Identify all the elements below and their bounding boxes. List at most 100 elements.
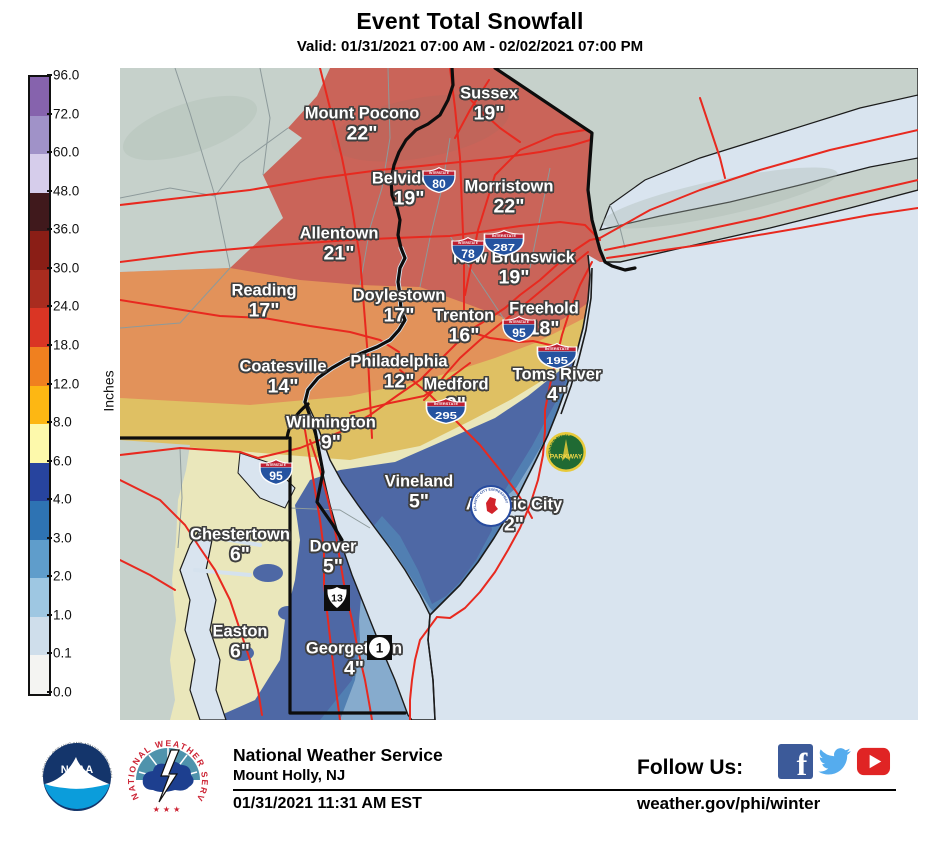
legend-tick-12.0: 12.0 (53, 376, 80, 391)
legend-tick-8.0: 8.0 (53, 414, 72, 430)
svg-text:f: f (797, 746, 808, 779)
legend-tickmark (47, 498, 52, 501)
region-pennsylvania-nw (120, 68, 330, 272)
long-island-sound (599, 94, 918, 231)
footer-agency: National Weather Service (233, 745, 443, 765)
legend-band-8.0 (30, 385, 49, 425)
city-label-reading: Reading 17" (231, 282, 296, 322)
snowfall-amount: 6" (229, 640, 251, 663)
legend-band-3.0 (30, 501, 49, 540)
snowfall-amount: 22" (346, 122, 378, 145)
legend-tickmark (47, 691, 52, 693)
svg-text:95: 95 (512, 326, 526, 340)
city-label-easton: Easton 6" (212, 623, 267, 663)
snowfall-amount: 19" (393, 187, 425, 210)
city-name: Toms River (512, 365, 602, 384)
snowfall-amount: 22" (493, 195, 525, 218)
legend-tickmark (47, 459, 52, 462)
facebook-icon[interactable]: f (778, 744, 813, 779)
legend-tick-0.0: 0.0 (53, 684, 72, 700)
snowfall-amount: 18" (528, 317, 560, 340)
city-name: Dover (309, 537, 357, 556)
legend-tickmark (47, 74, 52, 76)
legend-band-0.0 (30, 655, 49, 694)
snowfall-map: Sussex 19" Mount Pocono 22" Belvidere 19" Morr… (120, 68, 918, 720)
snowfall-amount: 16" (448, 324, 480, 347)
footer-office: Mount Holly, NJ (233, 767, 346, 784)
legend-tickmark (47, 189, 52, 192)
legend-tickmark (47, 343, 52, 346)
svg-text:295: 295 (435, 409, 457, 421)
snowfall-amount: 4" (343, 657, 365, 680)
footer-divider (233, 789, 896, 791)
map-labels: Sussex 19" Mount Pocono 22" Belvidere 19" Morr… (120, 68, 918, 720)
twitter-icon[interactable] (817, 744, 852, 779)
svg-text:INTERSTATE: INTERSTATE (509, 320, 529, 324)
city-name: Medford (423, 375, 489, 394)
city-label-dover: Dover 5" (309, 537, 357, 578)
legend-tickmark (47, 228, 52, 231)
svg-text:INTERSTATE: INTERSTATE (492, 235, 517, 239)
city-name: Coatesville (239, 357, 327, 376)
svg-text:1: 1 (376, 641, 384, 656)
legend-tickmark (47, 421, 52, 424)
city-name: Vineland (384, 472, 454, 491)
city-name: Trenton (433, 306, 495, 325)
city-name: Chestertown (190, 525, 290, 544)
legend-band-6.0 (30, 424, 49, 463)
city-name: Philadelphia (350, 352, 448, 371)
snowfall-amount: 5" (408, 490, 430, 513)
legend-tick-96.0: 96.0 (53, 67, 80, 83)
svg-text:80: 80 (432, 177, 446, 191)
noaa-wordmark: NOAA (61, 764, 93, 776)
legend-color-bar (28, 75, 51, 696)
legend-tick-24.0: 24.0 (53, 298, 80, 314)
legend-tick-2.0: 2.0 (53, 568, 72, 584)
snowfall-amount: 14" (267, 375, 299, 398)
legend-tickmark (47, 652, 52, 655)
legend-band-24.0 (30, 269, 49, 309)
city-label-coatesville: Coatesville 14" (239, 357, 327, 398)
svg-text:95: 95 (269, 469, 283, 483)
city-label-sussex: Sussex 19" (460, 85, 518, 125)
legend-tick-48.0: 48.0 (53, 183, 80, 199)
legend-tick-6.0: 6.0 (53, 453, 72, 469)
valid-period: Valid: 01/31/2021 07:00 AM - 02/02/2021 … (296, 38, 644, 55)
legend-band-72.0 (30, 77, 49, 116)
snowfall-amount: 5" (322, 555, 344, 578)
footer-url[interactable]: weather.gov/phi/winter (637, 794, 821, 813)
legend-tick-1.0: 1.0 (53, 607, 72, 623)
legend-band-18.0 (30, 308, 49, 347)
city-name: Freehold (509, 299, 579, 318)
snowfall-amount: 17" (383, 304, 415, 327)
legend-band-2.0 (30, 539, 49, 579)
svg-text:287: 287 (493, 241, 515, 253)
svg-text:INTERSTATE: INTERSTATE (545, 348, 570, 352)
nws-stars: ★★★ (153, 805, 184, 814)
noaa-logo: NATIONAL OCEANIC AND ATMOSPHERIC ADMINIS… (37, 737, 113, 812)
city-label-freehold: Freehold 18" (509, 299, 579, 340)
map-geography (120, 68, 918, 720)
legend-band-30.0 (30, 231, 49, 270)
svg-text:INTERSTATE: INTERSTATE (458, 241, 478, 245)
youtube-icon[interactable] (856, 744, 891, 779)
svg-text:INTERSTATE: INTERSTATE (429, 171, 449, 175)
city-label-toms-river: Toms River 4" (512, 365, 602, 406)
legend-tick-18.0: 18.0 (53, 337, 80, 353)
legend-tick-72.0: 72.0 (53, 106, 80, 122)
city-label-new-brunswick: New Brunswick 19" (453, 248, 575, 289)
legend-tick-0.1: 0.1 (53, 645, 72, 661)
city-name: New Brunswick (453, 248, 575, 267)
svg-text:INTERSTATE: INTERSTATE (434, 403, 459, 407)
svg-text:13: 13 (331, 593, 343, 605)
atlantic-ocean (428, 190, 918, 720)
city-name: Allentown (299, 224, 379, 243)
legend-tick-30.0: 30.0 (53, 260, 80, 276)
legend-tickmark (47, 613, 52, 616)
legend-tick-3.0: 3.0 (53, 530, 72, 546)
snowfall-amount: 4" (546, 383, 568, 406)
snowfall-amount: 9" (320, 431, 342, 454)
nws-logo: NATIONAL WEATHER SERVICE ★★★ (125, 734, 210, 819)
legend-tick-36.0: 36.0 (53, 221, 80, 237)
